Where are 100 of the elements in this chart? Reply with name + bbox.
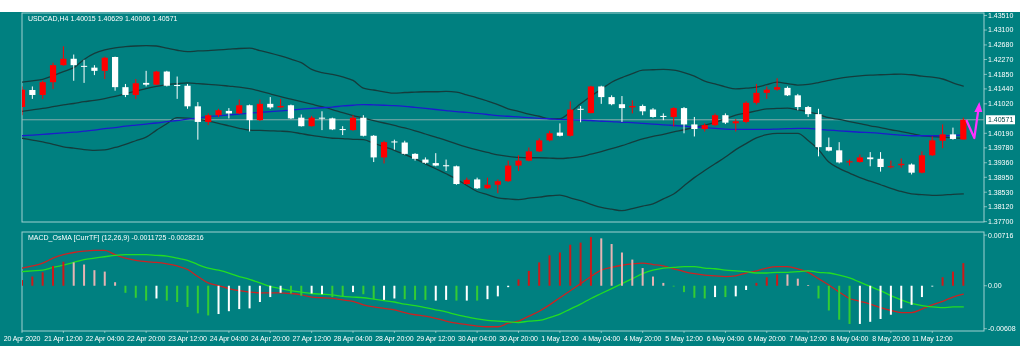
bar [941, 277, 944, 286]
bar [869, 285, 872, 322]
candlestick [929, 135, 936, 157]
candlestick [960, 117, 967, 141]
bar [703, 285, 706, 299]
bar [517, 279, 520, 286]
bar [186, 285, 189, 307]
bar [527, 270, 530, 286]
bar [362, 285, 365, 295]
bar [765, 277, 768, 286]
candlestick [836, 141, 843, 164]
bar [300, 285, 303, 296]
bar [745, 285, 748, 290]
candlestick [246, 104, 253, 133]
bar [910, 285, 913, 305]
bar [72, 262, 75, 286]
bar [424, 285, 427, 300]
bar [52, 265, 55, 286]
bar [289, 285, 292, 294]
candlestick [391, 139, 398, 151]
candlestick [60, 45, 67, 67]
candlestick [39, 80, 46, 100]
bar [155, 285, 158, 299]
bar [641, 268, 644, 286]
candlestick [742, 100, 750, 124]
bar [962, 263, 965, 286]
bar [341, 285, 344, 297]
bar [476, 285, 479, 301]
bar [662, 282, 665, 286]
candlestick [939, 123, 946, 149]
bar [238, 285, 241, 310]
bar [383, 285, 386, 300]
bar [320, 285, 323, 295]
bar [372, 285, 375, 300]
bar [951, 271, 954, 286]
candlestick [670, 106, 677, 128]
candlestick [680, 106, 688, 134]
candlestick [380, 140, 388, 164]
bar [41, 272, 44, 286]
candlestick [70, 54, 77, 82]
bar [445, 285, 448, 300]
candlestick [949, 127, 957, 141]
bar [103, 271, 106, 286]
candlestick [80, 59, 88, 84]
candlestick [132, 78, 139, 100]
candlestick [370, 134, 377, 163]
candlestick [318, 110, 326, 131]
candlestick [174, 76, 181, 100]
bar [455, 285, 458, 301]
candlestick [49, 62, 57, 90]
bar [558, 252, 561, 286]
candlestick [577, 105, 584, 123]
bar [734, 285, 737, 297]
bar [114, 282, 117, 286]
candlestick [101, 56, 108, 80]
bar [414, 285, 417, 300]
candlestick [556, 122, 563, 137]
bar [352, 285, 355, 293]
bar [620, 252, 623, 286]
candlestick [194, 101, 201, 141]
bar [217, 285, 220, 315]
bar [83, 264, 86, 286]
bar [848, 285, 851, 324]
bar [889, 285, 892, 315]
bar [434, 285, 437, 301]
candlestick [691, 116, 698, 137]
bar [93, 270, 96, 286]
bar [486, 285, 489, 300]
bar [465, 285, 468, 301]
bar [786, 274, 789, 286]
bar [796, 278, 799, 286]
bar [279, 285, 282, 293]
candlestick [256, 99, 264, 122]
bar [496, 285, 499, 297]
candlestick [505, 160, 512, 183]
bar [610, 244, 613, 286]
bar [920, 285, 923, 298]
bar [776, 274, 779, 286]
bar [838, 285, 841, 320]
bar [269, 285, 272, 298]
candlestick [184, 83, 191, 110]
bar [858, 285, 861, 324]
bar [145, 285, 148, 301]
bar [693, 285, 696, 298]
bar [393, 285, 396, 299]
bar [176, 285, 179, 303]
bar [900, 285, 903, 309]
bar [714, 285, 717, 298]
candlestick [618, 95, 626, 123]
bar [631, 259, 634, 286]
candlestick [877, 151, 884, 173]
bar [879, 285, 882, 319]
bar [755, 282, 758, 286]
bar [31, 276, 34, 286]
bar [248, 285, 251, 309]
bar [310, 285, 313, 294]
bar [600, 238, 603, 286]
candlestick [887, 160, 895, 169]
bar [124, 285, 127, 293]
candlestick [732, 118, 739, 133]
